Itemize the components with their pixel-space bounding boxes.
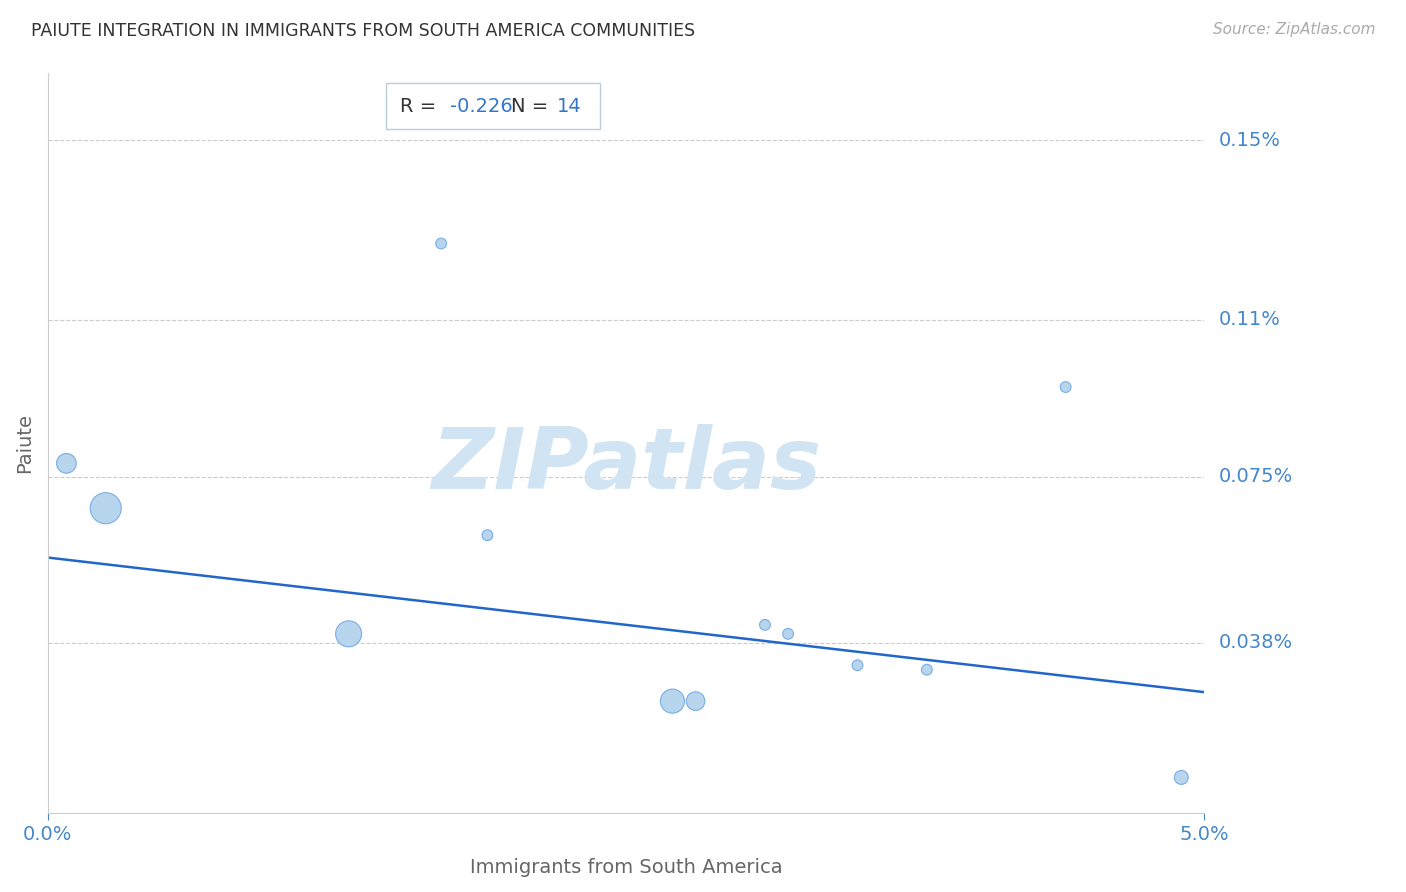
Point [661,694,683,708]
Text: R =: R = [401,97,443,116]
Point [94,501,117,516]
Text: N =: N = [512,97,554,116]
Point [55,456,77,470]
Point [1054,380,1077,394]
Text: PAIUTE INTEGRATION IN IMMIGRANTS FROM SOUTH AMERICA COMMUNITIES: PAIUTE INTEGRATION IN IMMIGRANTS FROM SO… [31,22,695,40]
Text: 0.038%: 0.038% [1219,633,1292,652]
FancyBboxPatch shape [387,83,600,129]
X-axis label: Immigrants from South America: Immigrants from South America [470,858,783,877]
Point [846,658,869,673]
Point [1170,771,1192,785]
Text: 0.075%: 0.075% [1219,467,1292,486]
Text: 0.11%: 0.11% [1219,310,1281,329]
Y-axis label: Paiute: Paiute [15,413,34,473]
Point [778,627,800,641]
Text: 0.15%: 0.15% [1219,131,1281,150]
Text: -0.226: -0.226 [450,97,513,116]
Point [337,627,360,641]
Point [915,663,938,677]
Text: 14: 14 [557,97,582,116]
Point [685,694,707,708]
Point [477,528,499,542]
Point [754,618,776,632]
Text: ZIPatlas: ZIPatlas [432,424,821,507]
Point [430,236,453,251]
Text: Source: ZipAtlas.com: Source: ZipAtlas.com [1212,22,1375,37]
